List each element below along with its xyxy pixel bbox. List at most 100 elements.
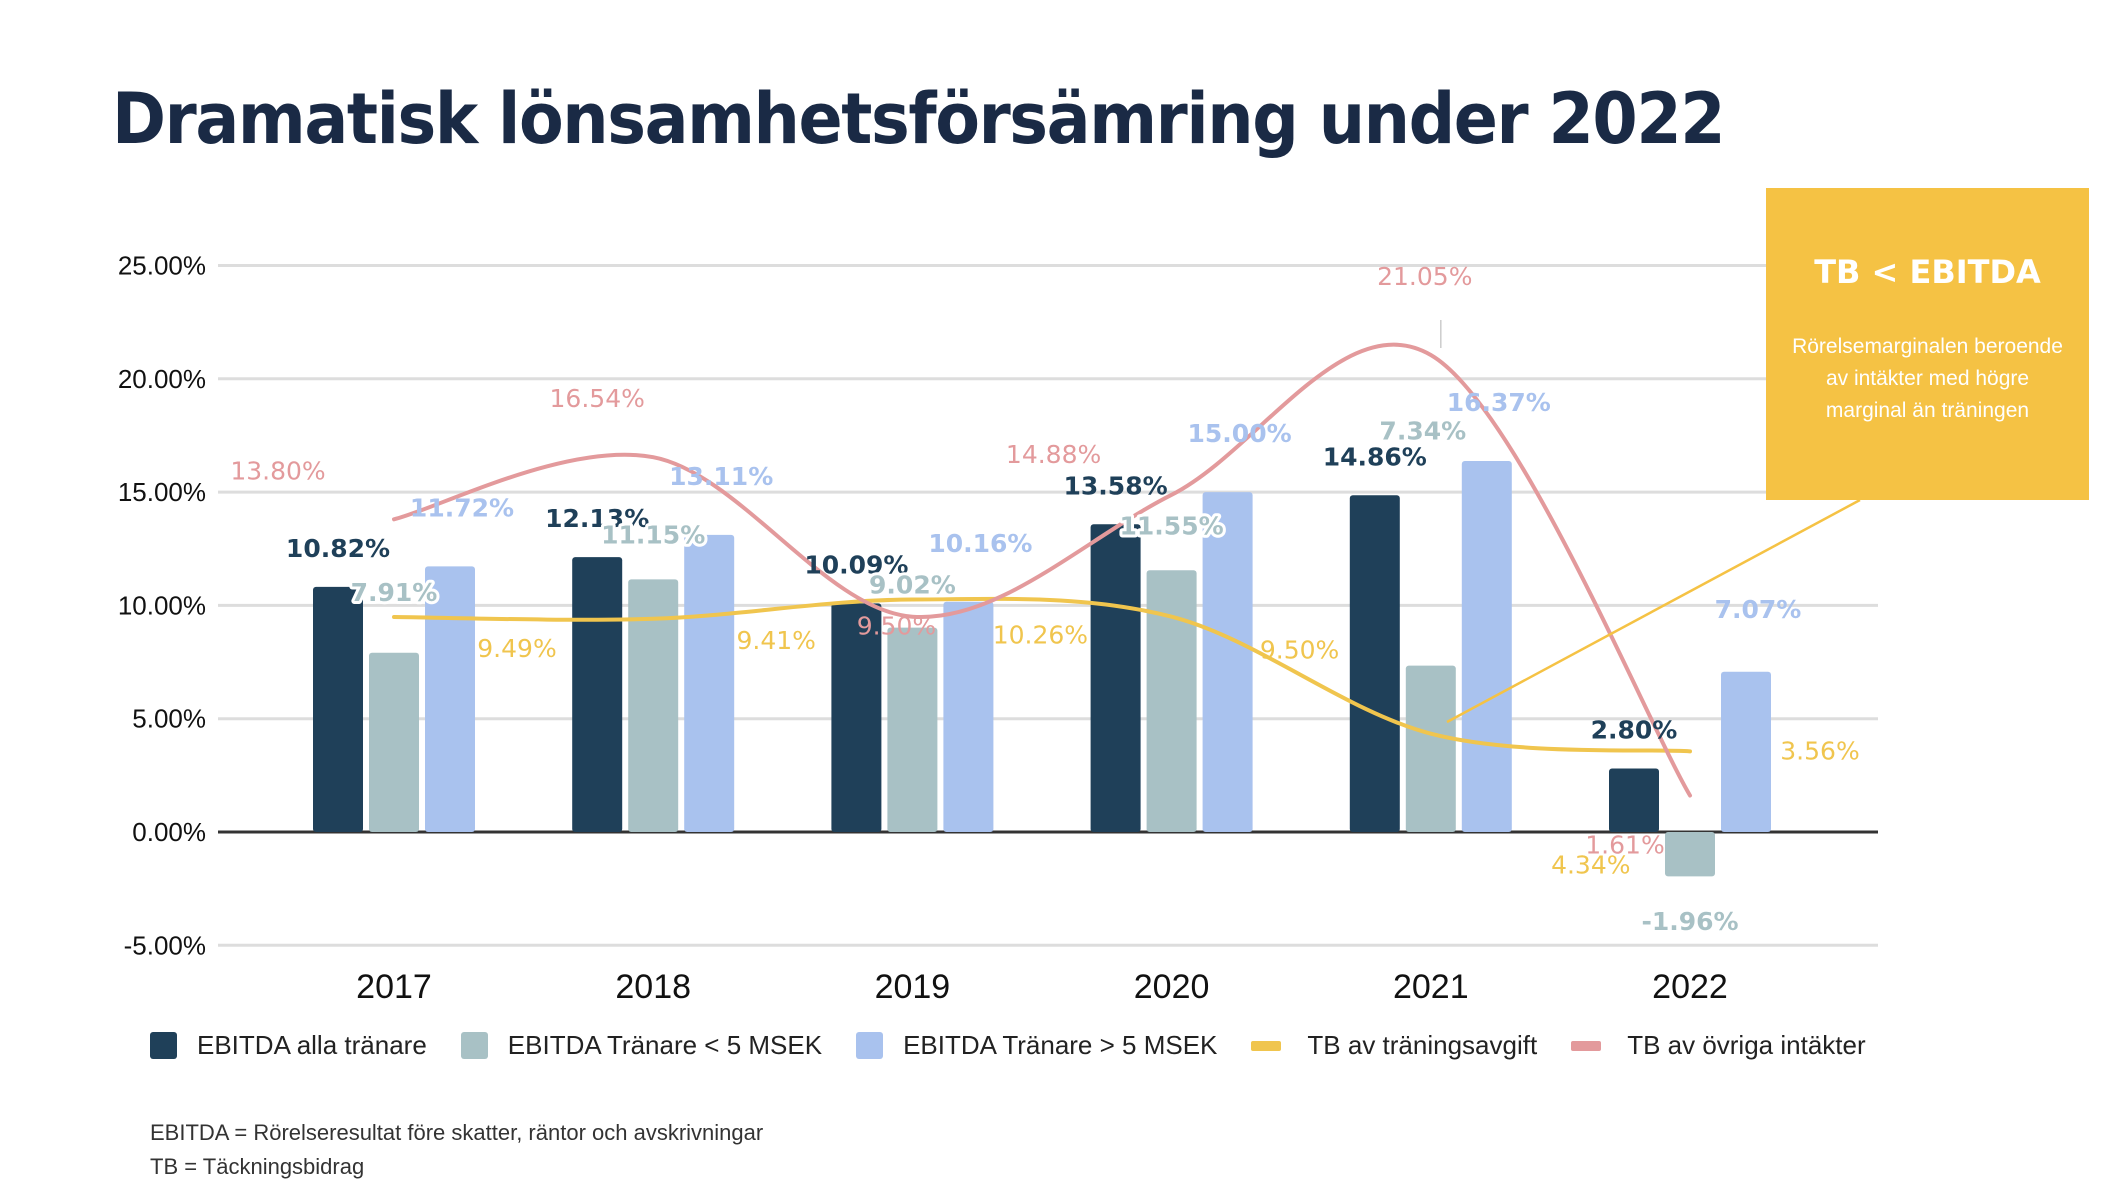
- bar: [1721, 671, 1771, 832]
- line-series: [392, 342, 1692, 798]
- y-tick-label: 0.00%: [132, 817, 206, 847]
- data-label-ebitda-small: -1.96%: [1641, 907, 1738, 936]
- data-label-ebitda-small-halo: -1.96%: [1641, 907, 1738, 936]
- y-tick-label: 10.00%: [118, 590, 206, 620]
- y-tick-label: 25.00%: [118, 251, 206, 281]
- data-label-ebitda-small: 9.02%: [869, 571, 956, 600]
- footnote-tb: TB = Täckningsbidrag: [150, 1154, 365, 1179]
- bars: [313, 461, 1771, 877]
- legend-swatch: [460, 1032, 488, 1059]
- footnote-ebitda: EBITDA = Rörelseresultat före skatter, r…: [150, 1120, 764, 1145]
- y-tick-label: 20.00%: [118, 364, 206, 394]
- data-label-ebitda-small-halo: 7.91%: [351, 578, 438, 607]
- bar: [572, 557, 623, 832]
- data-label-ebitda-small-halo: 11.55%: [1120, 511, 1224, 540]
- bar: [1090, 524, 1141, 832]
- legend: EBITDA alla tränare EBITDA Tränare < 5 MS…: [150, 1030, 1900, 1061]
- data-label-ebitda-large: 13.11%: [669, 462, 773, 491]
- data-label-tb-other: 13.80%: [230, 456, 325, 485]
- data-label-tb-training: 9.41%: [736, 626, 815, 655]
- legend-label: TB av träningsavgift: [1307, 1030, 1538, 1060]
- data-label-ebitda-all: 14.86%: [1323, 442, 1427, 471]
- data-label-tb-other: 21.05%: [1377, 262, 1472, 291]
- bar: [684, 534, 735, 832]
- bar: [887, 627, 938, 832]
- bar: [1609, 768, 1659, 832]
- data-label-tb-training: 9.50%: [1260, 636, 1339, 665]
- data-label-ebitda-small: 11.15%: [601, 520, 705, 549]
- x-axis: 2017 2018 2019 2020 2021 2022: [356, 968, 1728, 1006]
- bar: [831, 603, 882, 832]
- bar: [943, 601, 994, 832]
- x-tick-label: 2018: [615, 968, 691, 1006]
- data-label-ebitda-small: 7.91%: [351, 578, 438, 607]
- y-tick-label: -5.00%: [124, 930, 206, 960]
- data-label-tb-training: 9.49%: [477, 634, 556, 663]
- data-label-tb-training: 3.56%: [1780, 736, 1859, 765]
- x-tick-label: 2021: [1393, 968, 1469, 1006]
- data-label-ebitda-small: 7.34%: [1379, 417, 1466, 446]
- data-label-ebitda-all: 10.09%: [804, 550, 908, 579]
- data-label-tb-training: 4.34%: [1551, 851, 1630, 880]
- legend-label: EBITDA alla tränare: [197, 1030, 427, 1060]
- data-label-ebitda-small-halo: 7.34%: [1379, 417, 1466, 446]
- data-label-tb-other: 1.61%: [1585, 831, 1664, 860]
- x-tick-label: 2019: [875, 968, 951, 1006]
- callout-title: TB < EBITDA: [1814, 253, 2041, 291]
- connector-line: [1446, 498, 1861, 724]
- bar: [1665, 832, 1715, 877]
- data-label-ebitda-large: 7.07%: [1715, 595, 1802, 624]
- callout-connector: [1446, 498, 1861, 724]
- legend-label: TB av övriga intäkter: [1627, 1030, 1866, 1060]
- bar: [313, 586, 363, 832]
- bar: [1146, 570, 1197, 832]
- legend-label: EBITDA Tränare < 5 MSEK: [507, 1030, 823, 1060]
- data-label-tb-training: 10.26%: [993, 621, 1088, 650]
- bar: [1202, 492, 1253, 832]
- data-label-tb-other: 16.54%: [550, 384, 645, 413]
- data-label-ebitda-all: 2.80%: [1591, 716, 1678, 745]
- data-label-ebitda-large: 16.37%: [1447, 388, 1551, 417]
- callout-box: TB < EBITDA Rörelsemarginalen beroende a…: [1766, 188, 2089, 500]
- legend-swatch: [856, 1032, 884, 1059]
- x-tick-label: 2022: [1652, 968, 1728, 1006]
- data-label-ebitda-small-halo: 9.02%: [869, 571, 956, 600]
- legend-label: EBITDA Tränare > 5 MSEK: [903, 1030, 1218, 1060]
- bar: [369, 652, 419, 832]
- data-label-ebitda-all: 13.58%: [1064, 471, 1168, 500]
- data-label-ebitda-large: 11.72%: [410, 493, 514, 522]
- legend-item: EBITDA Tränare < 5 MSEK: [460, 1030, 823, 1061]
- page-title: Dramatisk lönsamhetsförsämring under 202…: [112, 78, 1726, 160]
- data-label-ebitda-all: 12.13%: [545, 504, 649, 533]
- legend-swatch: [150, 1032, 177, 1059]
- y-tick-label: 5.00%: [132, 704, 206, 734]
- bar: [1461, 461, 1512, 832]
- x-tick-label: 2020: [1134, 968, 1210, 1006]
- legend-item: TB av övriga intäkter: [1571, 1030, 1866, 1061]
- x-tick-label: 2017: [356, 968, 432, 1006]
- data-label-ebitda-large: 15.00%: [1188, 419, 1292, 448]
- bar: [425, 566, 475, 832]
- line-series: [392, 596, 1692, 754]
- legend-swatch: [1571, 1040, 1602, 1051]
- bar: [1405, 665, 1456, 832]
- data-label-ebitda-small-halo: 11.15%: [601, 520, 705, 549]
- legend-item: TB av träningsavgift: [1251, 1030, 1537, 1061]
- legend-item: EBITDA Tränare > 5 MSEK: [856, 1030, 1217, 1061]
- data-label-ebitda-small: 11.55%: [1120, 511, 1224, 540]
- legend-item: EBITDA alla tränare: [150, 1030, 427, 1061]
- legend-swatch: [1251, 1040, 1282, 1051]
- data-labels: 10.82% 12.13% 10.09% 13.58% 14.86% 2.80% 7.91%…: [230, 262, 1859, 939]
- bar: [628, 579, 679, 832]
- callout-text: Rörelsemarginalen beroende av intäkter m…: [1792, 335, 2063, 422]
- lines: [392, 342, 1692, 798]
- data-label-ebitda-large: 10.16%: [928, 529, 1032, 558]
- data-label-ebitda-all: 10.82%: [286, 534, 390, 563]
- data-label-tb-other: 14.88%: [1006, 440, 1101, 469]
- y-tick-label: 15.00%: [118, 477, 206, 507]
- data-label-tb-other: 9.50%: [857, 612, 936, 641]
- bar: [1349, 495, 1400, 832]
- gridlines: [218, 264, 1878, 947]
- y-axis: 25.00% 20.00% 15.00% 10.00% 5.00% 0.00% -5.00%: [118, 251, 206, 961]
